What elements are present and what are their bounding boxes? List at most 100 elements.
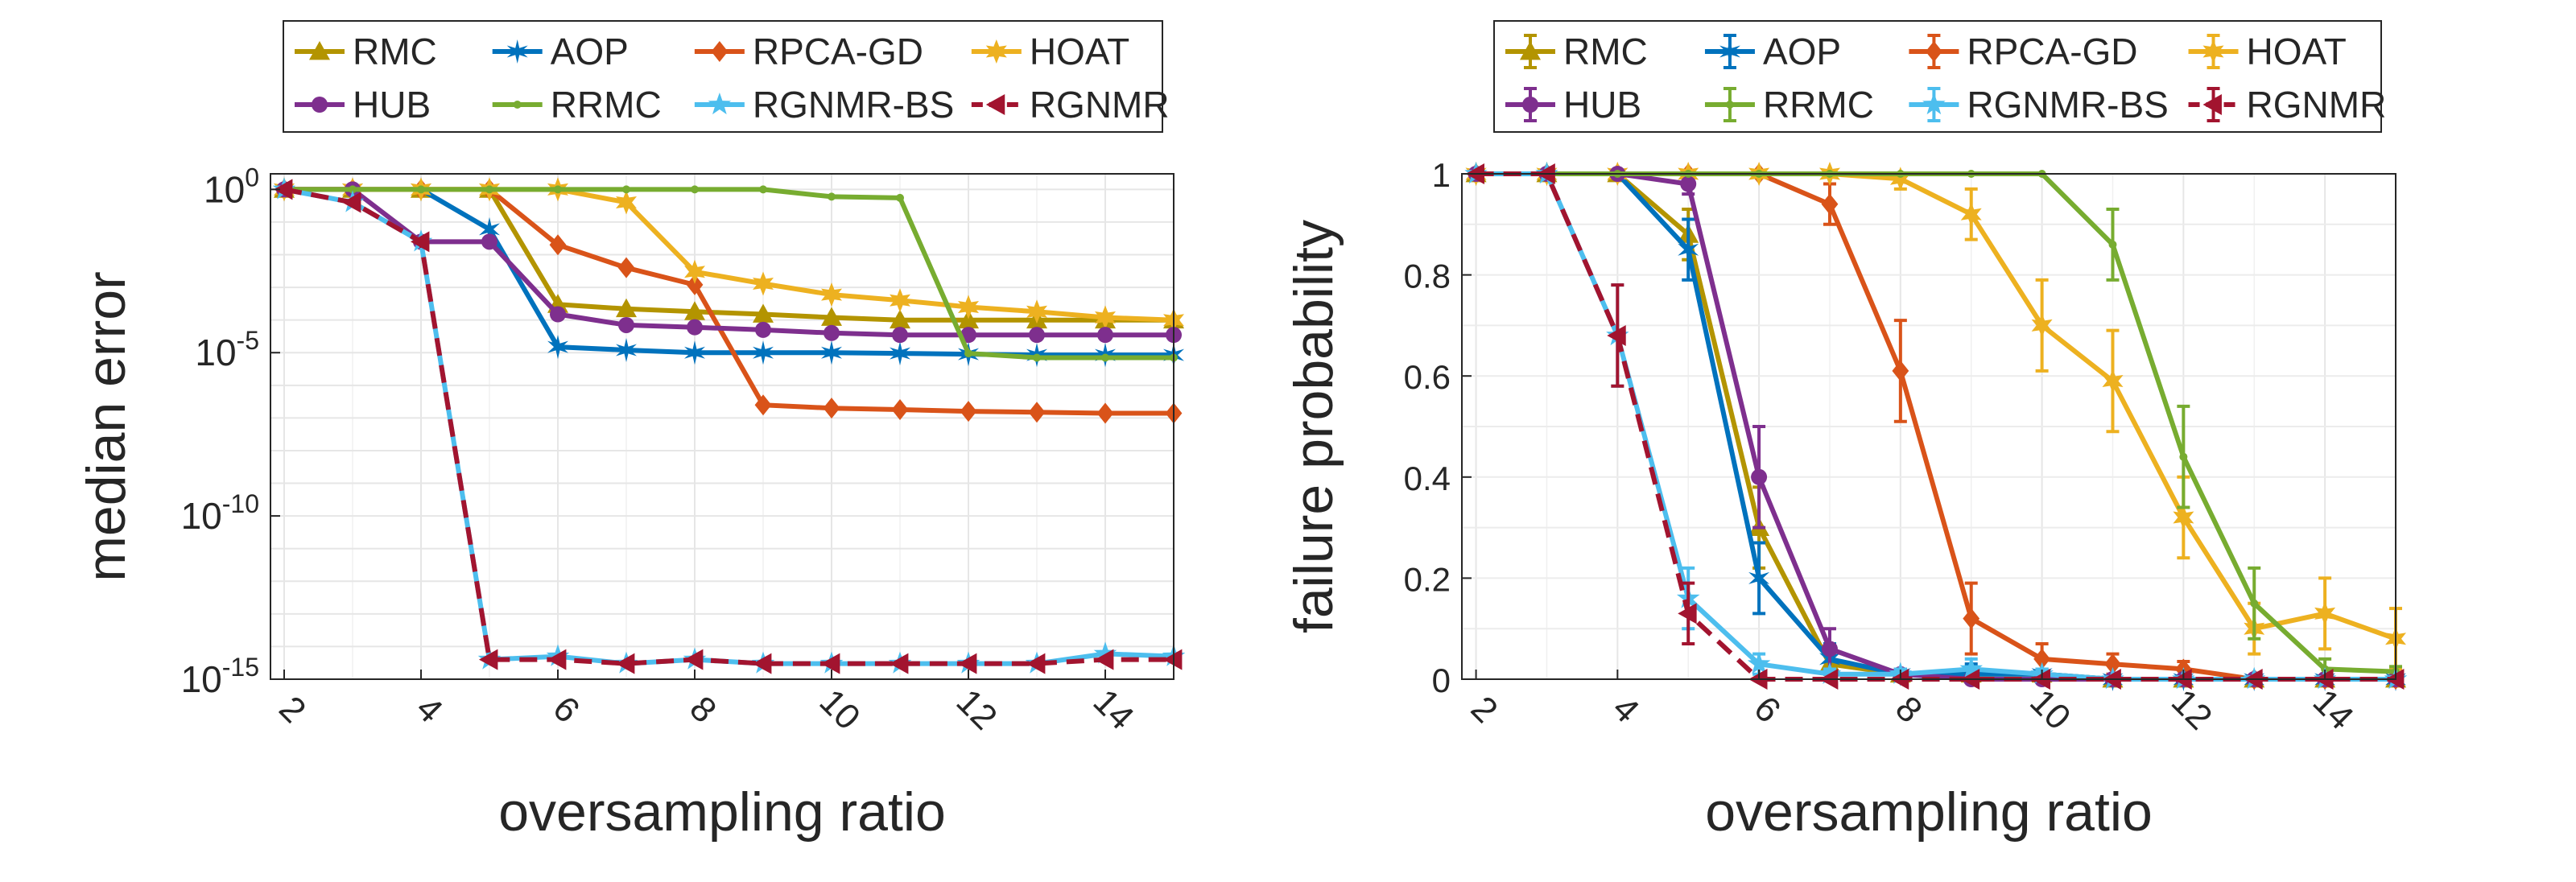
legend-item-rpca-gd: RPCA-GD (694, 31, 923, 72)
data-point (821, 653, 840, 674)
data-point (890, 288, 910, 313)
data-point (684, 301, 705, 320)
data-point (1889, 167, 1911, 192)
y-tick-label: 0 (1432, 662, 1451, 699)
data-point (1821, 193, 1839, 215)
legend-label: RMC (353, 31, 437, 72)
data-point (754, 394, 772, 416)
series-rrmc (280, 185, 1178, 362)
data-point (1678, 237, 1699, 262)
legend-item-rgnmr: RGNMR (2188, 84, 2387, 126)
legend-marker (2202, 94, 2222, 115)
legend-label: RMC (1563, 31, 1648, 72)
legend-item-rpca-gd: RPCA-GD (1909, 31, 2138, 72)
data-point (691, 185, 699, 194)
data-point (753, 653, 772, 674)
data-point (890, 309, 910, 329)
data-point (1960, 202, 1982, 227)
legend-marker (985, 94, 1005, 115)
data-point (1163, 649, 1183, 670)
data-point (1747, 652, 1771, 674)
data-point (958, 295, 979, 319)
data-point (616, 298, 637, 318)
data-point (417, 185, 425, 194)
data-point (2033, 648, 2051, 670)
legend-label: RPCA-GD (753, 31, 923, 72)
legend-label: HOAT (2247, 31, 2347, 72)
data-point (1821, 641, 1838, 657)
legend-marker (513, 101, 522, 109)
data-point (1818, 662, 1842, 684)
data-point (686, 274, 704, 295)
data-point (616, 190, 637, 215)
legend-label: HOAT (1030, 31, 1129, 72)
legend-label: RRMC (551, 84, 662, 126)
data-point (481, 233, 497, 250)
data-point (896, 193, 904, 202)
data-point (890, 341, 910, 366)
data-point (622, 185, 630, 194)
legend-item-hoat: HOAT (971, 31, 1129, 72)
data-point (753, 303, 774, 323)
data-point (1963, 608, 1980, 629)
legend-item-hub: HUB (1505, 84, 1641, 126)
x-tick-label: 4 (408, 689, 450, 731)
data-point (1892, 360, 1909, 381)
legend-marker (312, 97, 328, 113)
series-line-rrmc (284, 187, 1174, 361)
x-tick-label: 6 (545, 689, 587, 731)
data-point (1101, 353, 1109, 362)
data-point (485, 185, 493, 194)
data-point (1680, 175, 1697, 192)
x-axis-label: oversampling ratio (1705, 781, 2153, 843)
data-point (1033, 353, 1041, 362)
legend-label: AOP (1763, 31, 1841, 72)
x-tick-label: 4 (1605, 689, 1647, 731)
data-point (1097, 327, 1113, 344)
x-tick-label: 6 (1746, 689, 1788, 731)
data-point (1095, 305, 1116, 330)
x-tick-label: 14 (1086, 682, 1141, 737)
legend-item-hub: HUB (295, 84, 431, 126)
data-point (549, 234, 567, 256)
legend-item-hoat: HOAT (2188, 31, 2347, 72)
series-line-hub (284, 187, 1174, 338)
data-point (2104, 653, 2121, 675)
legend-item-rrmc: RRMC (1704, 84, 1874, 126)
legend-item-rrmc: RRMC (492, 84, 662, 126)
data-point (547, 649, 567, 670)
data-point (2031, 313, 2053, 338)
x-tick-label: 8 (682, 689, 724, 731)
legend-marker (1922, 93, 1946, 115)
legend-label: RRMC (1763, 84, 1874, 126)
data-point (892, 327, 908, 344)
legend-item-rgnmr: RGNMR (971, 84, 1170, 126)
data-point (618, 316, 634, 333)
data-point (411, 231, 430, 253)
data-point (821, 282, 842, 307)
legend-item-rgnmr-bs: RGNMR-BS (694, 84, 954, 126)
axes-box (1461, 173, 2396, 680)
data-point (616, 653, 635, 674)
data-point (1026, 653, 1046, 674)
series-rgnmr (274, 179, 1183, 674)
data-point (684, 259, 705, 284)
x-axis-label: oversampling ratio (498, 781, 946, 843)
y-tick-label: 1 (1432, 156, 1451, 194)
data-point (2314, 601, 2336, 626)
data-point (554, 185, 562, 194)
plot-area (270, 174, 1174, 679)
data-point (1095, 649, 1114, 670)
data-point (890, 653, 909, 674)
legend-marker (1725, 101, 1734, 109)
data-point (684, 649, 704, 670)
data-point (2108, 240, 2117, 249)
legend-marker (1520, 41, 1541, 60)
x-tick-label: 8 (1888, 689, 1930, 731)
data-point (1959, 657, 1983, 679)
data-point (1029, 327, 1045, 344)
legend-item-rmc: RMC (295, 31, 437, 72)
y-tick-label: 0.2 (1404, 560, 1451, 598)
axes-box (270, 173, 1174, 680)
legend-label: RGNMR (2247, 84, 2387, 126)
